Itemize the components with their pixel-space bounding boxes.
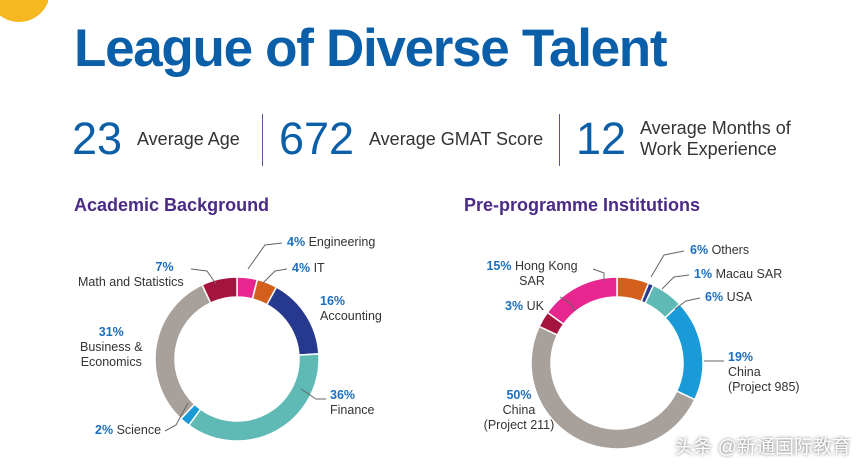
slice-business-economics (154, 283, 212, 420)
stat-experience-value: 12 (576, 113, 627, 164)
leader-line (164, 402, 189, 432)
label-others-name: Others (711, 243, 750, 257)
label-china985-line1: China (728, 365, 761, 379)
leader-line (650, 250, 685, 278)
label-china985-pct: 19% (728, 350, 754, 364)
stat-age-label: Average Age (137, 129, 240, 149)
stat-experience-label-line1: Average Months of (640, 118, 791, 138)
corner-decoration (0, 0, 48, 22)
label-macau: 1% Macau SAR (694, 267, 782, 282)
label-china985-line2: (Project 985) (728, 380, 800, 394)
slice-finance (187, 353, 320, 442)
stat-age-value: 23 (72, 113, 123, 164)
label-hong-kong: 15% Hong Kong SAR (484, 259, 580, 289)
label-china211-pct: 50% (506, 388, 532, 402)
label-uk-pct: 3% (505, 299, 524, 313)
label-finance-pct: 36% (330, 388, 356, 402)
label-math-pct: 7% (155, 260, 174, 274)
stat-gmat-value: 672 (279, 113, 355, 164)
label-accounting-name: Accounting (320, 309, 382, 323)
leader-line (247, 242, 283, 270)
label-china-211: 50% China (Project 211) (464, 388, 574, 433)
label-math-statistics: 7% Math and Statistics (78, 260, 184, 290)
label-others: 6% Others (690, 243, 749, 258)
label-science-pct: 2% (95, 423, 114, 437)
watermark: 头条 @新通国际教育 (674, 437, 851, 458)
label-math-name: Math and Statistics (78, 275, 184, 289)
leader-line (674, 297, 701, 310)
label-uk-name: UK (526, 299, 544, 313)
label-it: 4% IT (292, 261, 325, 276)
label-others-pct: 6% (690, 243, 709, 257)
label-it-pct: 4% (292, 261, 311, 275)
label-engineering-name: Engineering (308, 235, 376, 249)
academic-background-title: Academic Background (74, 195, 270, 215)
leader-line (262, 268, 288, 284)
label-business-line1: Business & (80, 340, 143, 354)
stat-divider (559, 114, 560, 166)
leader-line (559, 296, 576, 312)
label-science: 2% Science (95, 423, 161, 438)
leader-line (661, 274, 690, 290)
label-accounting: 16% Accounting (320, 294, 382, 324)
label-usa: 6% USA (705, 290, 752, 305)
stat-experience-label-line2: Work Experience (640, 139, 777, 159)
label-engineering: 4% Engineering (287, 235, 375, 250)
stat-experience-label: Average Months of Work Experience (640, 118, 791, 160)
label-business-pct: 31% (98, 325, 124, 339)
slice-hong-kong-sar (546, 276, 618, 326)
label-china211-line2: (Project 211) (483, 418, 555, 432)
leader-line (592, 268, 605, 281)
stats-bar: 23 Average Age 672 Average GMAT Score 12… (0, 110, 865, 170)
label-finance: 36% Finance (330, 388, 374, 418)
stat-divider (262, 114, 263, 166)
institutions-donut-svg (530, 250, 724, 450)
label-accounting-pct: 16% (320, 294, 346, 308)
label-hk-line1: Hong Kong (514, 259, 578, 273)
label-china211-line1: China (502, 403, 536, 417)
label-finance-name: Finance (330, 403, 375, 417)
stat-gmat-label: Average GMAT Score (369, 129, 544, 149)
label-usa-name: USA (726, 290, 753, 304)
slice-china-project-985 (664, 303, 704, 401)
label-china-985: 19% China (Project 985) (728, 350, 800, 395)
leader-line (300, 388, 326, 400)
slice-accounting (265, 286, 320, 356)
label-hk-pct: 15% (486, 259, 512, 273)
label-engineering-pct: 4% (287, 235, 306, 249)
institutions-chart: 6% Others 1% Macau SAR 6% USA 19% China (P… (432, 225, 865, 467)
institutions-title: Pre-programme Institutions (464, 195, 701, 215)
label-macau-pct: 1% (694, 267, 713, 281)
label-usa-pct: 6% (705, 290, 724, 304)
label-business-economics: 31% Business & Economics (80, 325, 143, 370)
academic-background-chart: 4% Engineering 4% IT 16% Accounting 36% Fi… (0, 225, 432, 467)
label-science-name: Science (116, 423, 162, 437)
leader-line (190, 268, 217, 285)
page-title: League of Diverse Talent (74, 19, 668, 78)
label-hk-line2: SAR (519, 274, 545, 288)
academic-donut-svg (154, 242, 326, 442)
label-it-name: IT (313, 261, 325, 275)
label-macau-name: Macau SAR (715, 267, 783, 281)
label-uk: 3% UK (505, 299, 544, 314)
label-business-line2: Economics (80, 355, 142, 369)
